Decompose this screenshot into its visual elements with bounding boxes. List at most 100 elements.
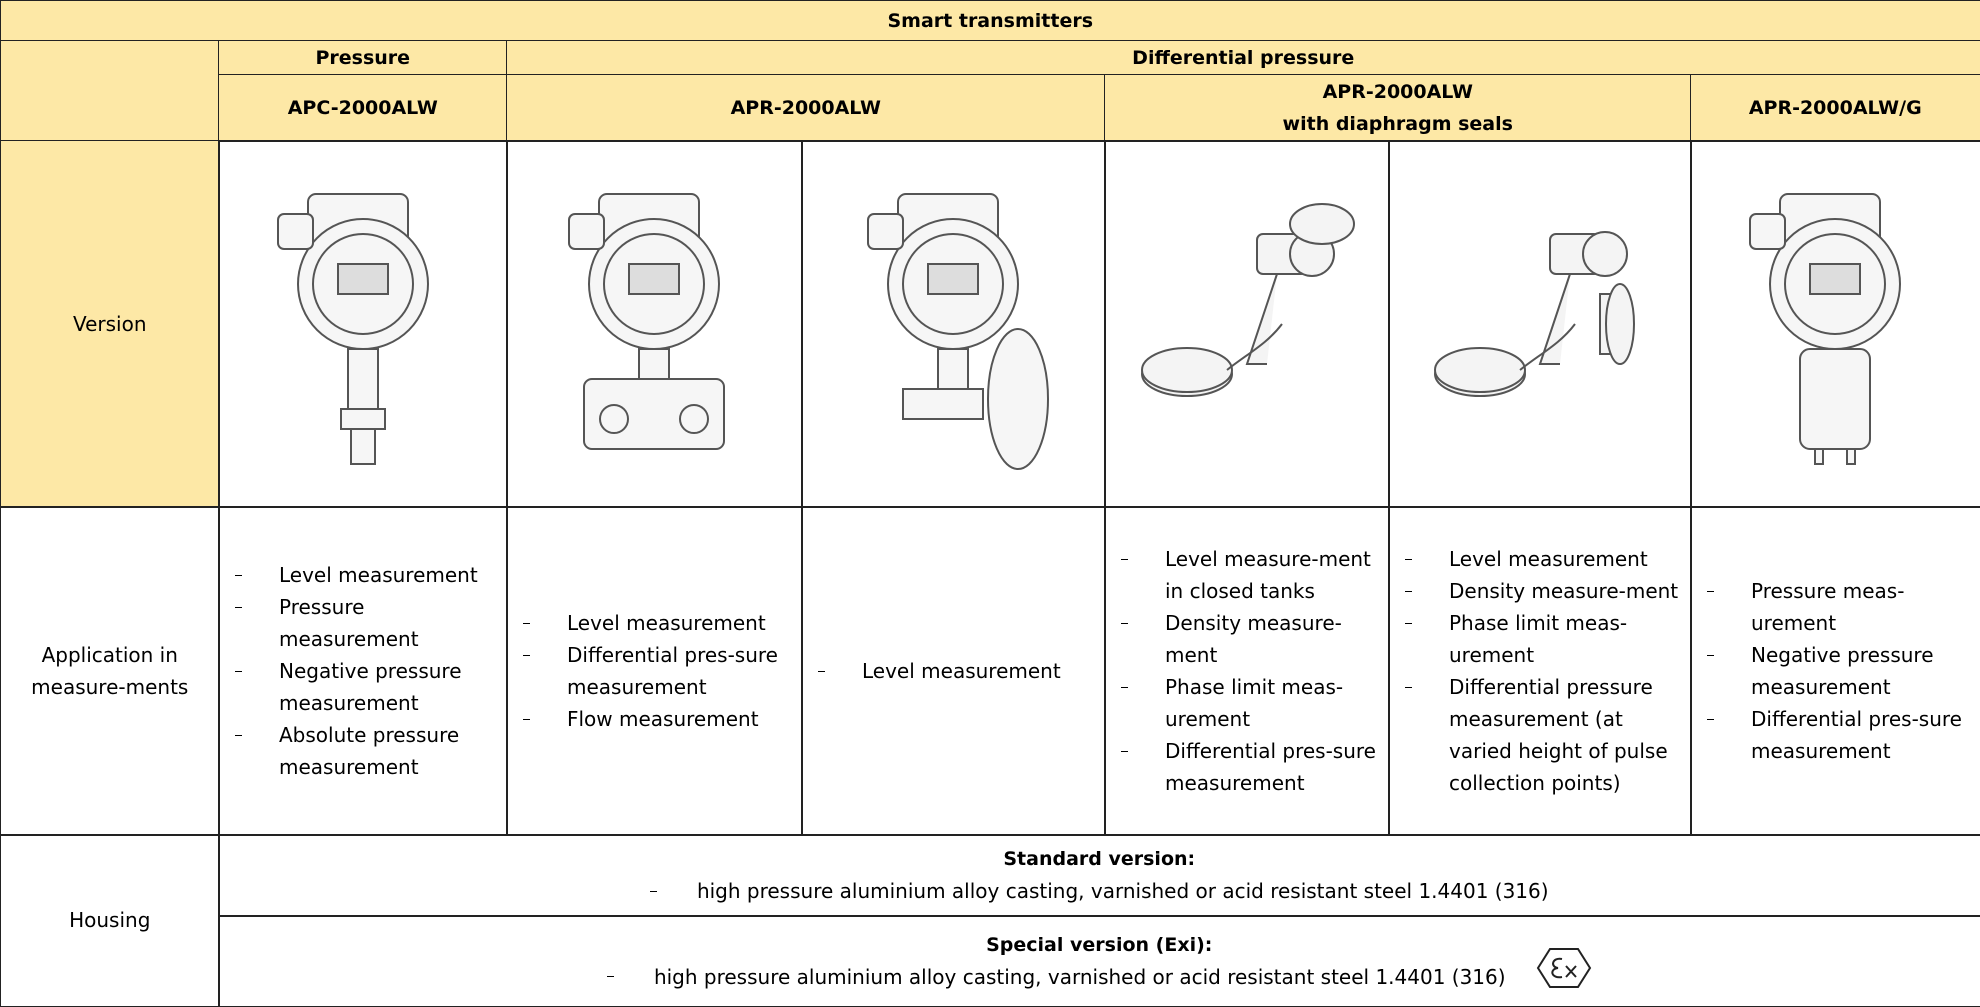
housing-special: Special version (Exi): high pressure alum… bbox=[218, 915, 1980, 1007]
measurement-list: Pressure meas-urement Negative pressure m… bbox=[1691, 575, 1980, 767]
bullet bbox=[523, 622, 530, 624]
item-text: Differential pres-sure measurement bbox=[1165, 738, 1376, 795]
measurement-item: Differential pres-sure measurement bbox=[521, 639, 796, 703]
measurement-item: Differential pres-sure measurement bbox=[1705, 703, 1974, 767]
housing-text: high pressure aluminium alloy casting, v… bbox=[696, 879, 1549, 904]
measurement-item: Negative pressure measurement bbox=[233, 655, 501, 719]
application-cell: Pressure meas-urement Negative pressure m… bbox=[1690, 506, 1980, 836]
item-text: Negative pressure measurement bbox=[1751, 642, 1934, 699]
application-cell: Level measure-ment in closed tanks Densit… bbox=[1104, 506, 1390, 836]
housing-heading: Standard version: bbox=[1003, 848, 1196, 871]
housing-text: high pressure aluminium alloy casting, v… bbox=[653, 964, 1506, 989]
measurement-item: Flow measurement bbox=[521, 703, 796, 735]
device-illustration bbox=[276, 192, 429, 465]
bullet bbox=[523, 718, 530, 720]
measurement-item: Pressure measurement bbox=[233, 591, 501, 655]
device-illustration bbox=[1140, 202, 1355, 397]
row-label: Version bbox=[0, 140, 220, 508]
bullet bbox=[1121, 558, 1128, 560]
item-text: Density measure-ment bbox=[1449, 578, 1679, 603]
image-cell bbox=[218, 140, 508, 508]
measurement-item: Phase limit meas-urement bbox=[1403, 607, 1685, 671]
item-text: Level measurement bbox=[279, 562, 478, 587]
item-text: Level measurement bbox=[1449, 546, 1648, 571]
application-cell: Level measurement Differential pres-sure … bbox=[506, 506, 803, 836]
item-text: Absolute pressure measurement bbox=[279, 722, 460, 779]
housing-line: high pressure aluminium alloy casting, v… bbox=[649, 875, 1549, 907]
model-header: APC-2000ALW bbox=[218, 74, 508, 142]
measurement-list: Level measurement Pressure measurement Neg… bbox=[219, 559, 507, 783]
bullet bbox=[1707, 590, 1714, 592]
measurement-list: Level measure-ment in closed tanks Densit… bbox=[1105, 543, 1389, 799]
item-text: Negative pressure measurement bbox=[279, 658, 462, 715]
item-text: Differential pres-sure measurement bbox=[567, 642, 778, 699]
model-name: APR-2000ALW bbox=[730, 96, 881, 119]
bullet bbox=[235, 574, 242, 576]
bullet bbox=[1121, 622, 1128, 624]
item-text: Pressure measurement bbox=[279, 594, 419, 651]
device-illustration bbox=[1433, 230, 1635, 397]
item-text: Pressure meas-urement bbox=[1751, 578, 1905, 635]
bullet bbox=[1405, 558, 1412, 560]
image-cell bbox=[1104, 140, 1390, 508]
model-name: APR-2000ALW/G bbox=[1748, 96, 1922, 119]
measurement-item: Level measurement bbox=[521, 607, 796, 639]
bullet bbox=[235, 734, 242, 736]
measurement-item: Pressure meas-urement bbox=[1705, 575, 1974, 639]
bullet bbox=[523, 654, 530, 656]
bullet bbox=[606, 976, 614, 978]
title: Smart transmitters bbox=[0, 0, 1980, 42]
housing-standard: Standard version: high pressure aluminium… bbox=[218, 834, 1980, 917]
bullet bbox=[1405, 622, 1412, 624]
item-text: Level measurement bbox=[567, 610, 766, 635]
measurement-item: Differential pres-sure measurement bbox=[1119, 735, 1383, 799]
housing-heading: Special version (Exi): bbox=[986, 933, 1213, 956]
device-illustration bbox=[568, 192, 726, 450]
item-text: Level measurement bbox=[862, 658, 1061, 683]
model-header: APR-2000ALW/G bbox=[1690, 74, 1980, 142]
bullet bbox=[1405, 686, 1412, 688]
device-illustration bbox=[867, 192, 1050, 470]
model-name: APR-2000ALW bbox=[1322, 80, 1473, 103]
application-cell: Level measurement Density measure-ment Pha… bbox=[1388, 506, 1692, 836]
measurement-list: Level measurement Density measure-ment Pha… bbox=[1389, 543, 1691, 799]
row-label: Application in measure-ments bbox=[0, 506, 220, 836]
bullet bbox=[1707, 654, 1714, 656]
item-text: Density measure-ment bbox=[1165, 610, 1342, 667]
measurement-item: Level measurement bbox=[233, 559, 501, 591]
bullet bbox=[818, 670, 825, 672]
measurement-item: Differential pressure measurement (at va… bbox=[1403, 671, 1685, 799]
measurement-item: Absolute pressure measurement bbox=[233, 719, 501, 783]
measurement-list: Level measurement bbox=[802, 655, 1105, 687]
measurement-list: Level measurement Differential pres-sure … bbox=[507, 607, 802, 735]
measurement-item: Phase limit meas-urement bbox=[1119, 671, 1383, 735]
bullet bbox=[1121, 686, 1128, 688]
bullet bbox=[1707, 718, 1714, 720]
measurement-item: Density measure-ment bbox=[1403, 575, 1685, 607]
application-cell: Level measurement Pressure measurement Neg… bbox=[218, 506, 508, 836]
model-header: APR-2000ALW with diaphragm seals bbox=[1104, 74, 1692, 142]
ex-symbol bbox=[1536, 947, 1591, 988]
group-header: Pressure bbox=[218, 40, 508, 76]
model-name: APC-2000ALW bbox=[287, 96, 438, 119]
device-illustration bbox=[1749, 192, 1902, 465]
image-cell bbox=[1388, 140, 1692, 508]
measurement-item: Density measure-ment bbox=[1119, 607, 1383, 671]
measurement-item: Level measurement bbox=[816, 655, 1099, 687]
housing-line: high pressure aluminium alloy casting, v… bbox=[606, 947, 1592, 993]
image-cell bbox=[1690, 140, 1980, 508]
measurement-item: Level measure-ment in closed tanks bbox=[1119, 543, 1383, 607]
model-header: APR-2000ALW bbox=[506, 74, 1106, 142]
measurement-item: Negative pressure measurement bbox=[1705, 639, 1974, 703]
bullet bbox=[235, 670, 242, 672]
bullet bbox=[235, 606, 242, 608]
image-cell bbox=[506, 140, 803, 508]
group-header: Differential pressure bbox=[506, 40, 1980, 76]
image-cell bbox=[801, 140, 1106, 508]
item-text: Differential pres-sure measurement bbox=[1751, 706, 1962, 763]
application-cell: Level measurement bbox=[801, 506, 1106, 836]
item-text: Flow measurement bbox=[567, 706, 759, 731]
model-subtitle: with diaphragm seals bbox=[1282, 112, 1513, 135]
item-text: Differential pressure measurement (at va… bbox=[1449, 674, 1668, 795]
